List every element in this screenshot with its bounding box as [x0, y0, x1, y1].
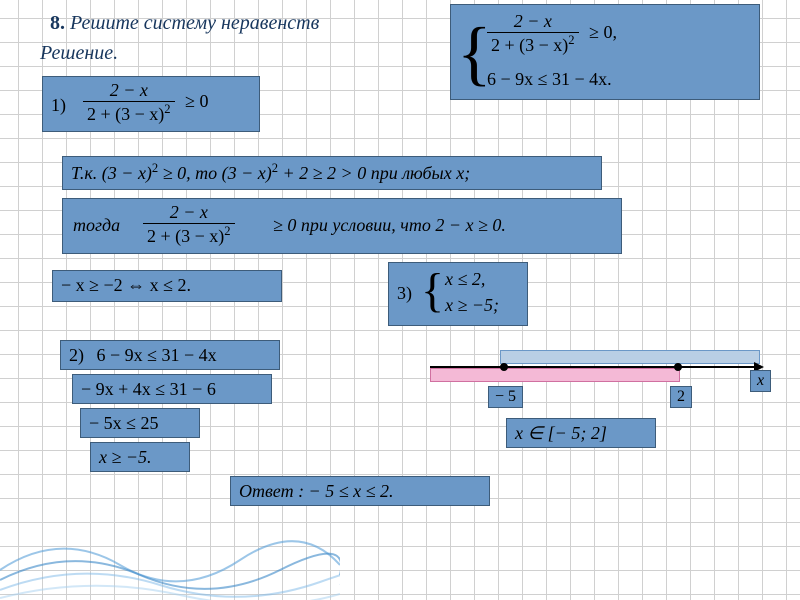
system-frac-den: 2 + (3 − x)2 [487, 33, 579, 56]
numline-label-x: x [750, 370, 771, 392]
step1-frac-den: 2 + (3 − x)2 [83, 102, 175, 125]
solution-label: Решение. [40, 42, 118, 65]
system-frac-den-exp: 2 [568, 33, 574, 47]
interval-bar-blue [500, 350, 760, 364]
reason1-box: Т.к. (3 − x)2 ≥ 0, то (3 − x)2 + 2 ≥ 2 >… [62, 156, 602, 190]
step1-expr: 2 − x 2 + (3 − x)2 ≥ 0 [83, 80, 208, 125]
step2-l2: − 9x + 4x ≤ 31 − 6 [81, 379, 216, 399]
step3-label: 3) [397, 283, 412, 304]
number-line-axis [430, 366, 755, 368]
step3-line2: x ≥ −5; [445, 295, 499, 316]
reason2-post: ≥ 0 при условии, что 2 − x ≥ 0. [273, 215, 506, 236]
step2-line1-box: 2) 6 − 9x ≤ 31 − 4x [60, 340, 280, 370]
step2-l1: 6 − 9x ≤ 31 − 4x [97, 345, 217, 365]
interval-result-text: x ∈ [− 5; 2] [515, 423, 607, 443]
step2-line2-box: − 9x + 4x ≤ 31 − 6 [72, 374, 272, 404]
answer-box: Ответ : − 5 ≤ x ≤ 2. [230, 476, 490, 506]
decorative-wave-icon [0, 510, 340, 600]
step2-line3-box: − 5x ≤ 25 [80, 408, 200, 438]
step1-tail: ≥ 0 [185, 91, 208, 111]
number-line: − 5 2 x [430, 350, 770, 410]
reason2-frac-den: 2 + (3 − x)2 [143, 224, 235, 247]
step1-frac-den-exp: 2 [164, 102, 170, 116]
simplify1-box: − x ≥ −2 ⇔ x ≤ 2. [52, 270, 282, 302]
problem-number: 8. [50, 12, 65, 34]
problem-text: Решите систему неравенств [70, 12, 319, 34]
reason1-mid: ≥ 0, то (3 − x) [158, 163, 272, 183]
step1-fraction: 2 − x 2 + (3 − x)2 [83, 80, 175, 125]
system-box: { 2 − x 2 + (3 − x)2 ≥ 0, 6 − 9x ≤ 31 − … [450, 4, 760, 100]
point-2 [674, 363, 682, 371]
system-line1: 2 − x 2 + (3 − x)2 ≥ 0, [487, 11, 617, 56]
simplify1-text: − x ≥ −2 ⇔ x ≤ 2. [61, 275, 191, 295]
reason2-frac-wrap: 2 − x 2 + (3 − x)2 [143, 202, 235, 247]
step3-brace-icon: { [421, 267, 444, 315]
system-line2: 6 − 9x ≤ 31 − 4x. [487, 69, 612, 90]
reason2-frac-den-exp: 2 [224, 224, 230, 238]
step2-l3: − 5x ≤ 25 [89, 413, 159, 433]
reason2-box: тогда 2 − x 2 + (3 − x)2 ≥ 0 при условии… [62, 198, 622, 254]
reason2-pre: тогда [73, 215, 120, 236]
problem-title: 8. Решите систему неравенств [50, 12, 319, 35]
step2-l4: x ≥ −5. [99, 447, 152, 467]
reason1-pre: Т.к. (3 − x) [71, 163, 152, 183]
answer-text: Ответ : − 5 ≤ x ≤ 2. [239, 481, 393, 501]
step1-frac-num: 2 − x [83, 80, 175, 102]
reason2-frac-num: 2 − x [143, 202, 235, 224]
step1-frac-den-base: 2 + (3 − x) [87, 104, 164, 124]
step2-label: 2) [69, 345, 84, 365]
step3-box: 3) { x ≤ 2, x ≥ −5; [388, 262, 528, 326]
step1-box: 1) 2 − x 2 + (3 − x)2 ≥ 0 [42, 76, 260, 132]
reason2-fraction: 2 − x 2 + (3 − x)2 [143, 202, 235, 247]
system-fraction: 2 − x 2 + (3 − x)2 [487, 11, 579, 56]
step3-line1: x ≤ 2, [445, 269, 485, 290]
system-frac-den-base: 2 + (3 − x) [491, 35, 568, 55]
interval-bar-pink [430, 368, 680, 382]
interval-result-box: x ∈ [− 5; 2] [506, 418, 656, 448]
point-minus5 [500, 363, 508, 371]
content-layer: 8. Решите систему неравенств Решение. { … [0, 0, 800, 600]
numline-label-minus5: − 5 [488, 386, 523, 408]
step2-line4-box: x ≥ −5. [90, 442, 190, 472]
reason2-frac-den-base: 2 + (3 − x) [147, 226, 224, 246]
numline-label-2: 2 [670, 386, 692, 408]
system-frac-num: 2 − x [487, 11, 579, 33]
reason1-post: + 2 ≥ 2 > 0 при любых x; [278, 163, 470, 183]
step1-label: 1) [51, 95, 66, 116]
system-line1-tail: ≥ 0, [589, 22, 617, 42]
